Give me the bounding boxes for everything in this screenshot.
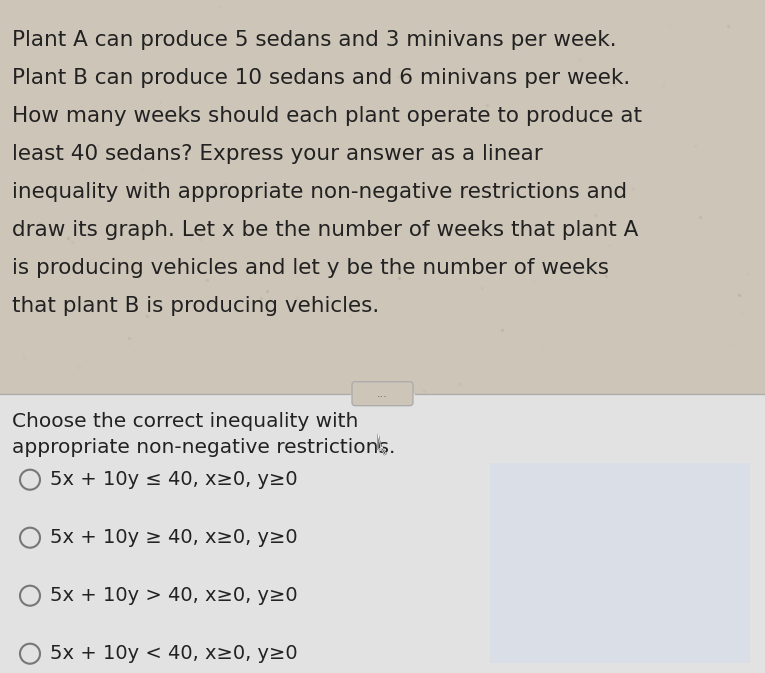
Text: Plant B can produce 10 sedans and 6 minivans per week.: Plant B can produce 10 sedans and 6 mini… <box>12 68 630 88</box>
Bar <box>0 0 765 394</box>
Text: draw its graph. Let x be the number of weeks that plant A: draw its graph. Let x be the number of w… <box>12 220 638 240</box>
Text: 5x + 10y ≤ 40, x≥0, y≥0: 5x + 10y ≤ 40, x≥0, y≥0 <box>50 470 298 489</box>
Text: is producing vehicles and let y be the number of weeks: is producing vehicles and let y be the n… <box>12 258 609 278</box>
Polygon shape <box>378 433 386 455</box>
FancyBboxPatch shape <box>352 382 413 406</box>
Bar <box>0 394 765 673</box>
Text: 5x + 10y ≥ 40, x≥0, y≥0: 5x + 10y ≥ 40, x≥0, y≥0 <box>50 528 298 547</box>
Text: least 40 sedans? Express your answer as a linear: least 40 sedans? Express your answer as … <box>12 144 542 164</box>
Text: appropriate non-negative restrictions.: appropriate non-negative restrictions. <box>12 437 396 457</box>
Text: ...: ... <box>377 389 388 398</box>
Text: How many weeks should each plant operate to produce at: How many weeks should each plant operate… <box>12 106 642 126</box>
FancyBboxPatch shape <box>490 463 750 663</box>
Text: 5x + 10y < 40, x≥0, y≥0: 5x + 10y < 40, x≥0, y≥0 <box>50 644 298 663</box>
Text: Choose the correct inequality with: Choose the correct inequality with <box>12 412 358 431</box>
Text: Plant A can produce 5 sedans and 3 minivans per week.: Plant A can produce 5 sedans and 3 miniv… <box>12 30 617 50</box>
Text: that plant B is producing vehicles.: that plant B is producing vehicles. <box>12 296 379 316</box>
Text: inequality with appropriate non-negative restrictions and: inequality with appropriate non-negative… <box>12 182 627 202</box>
Text: 5x + 10y > 40, x≥0, y≥0: 5x + 10y > 40, x≥0, y≥0 <box>50 586 298 605</box>
